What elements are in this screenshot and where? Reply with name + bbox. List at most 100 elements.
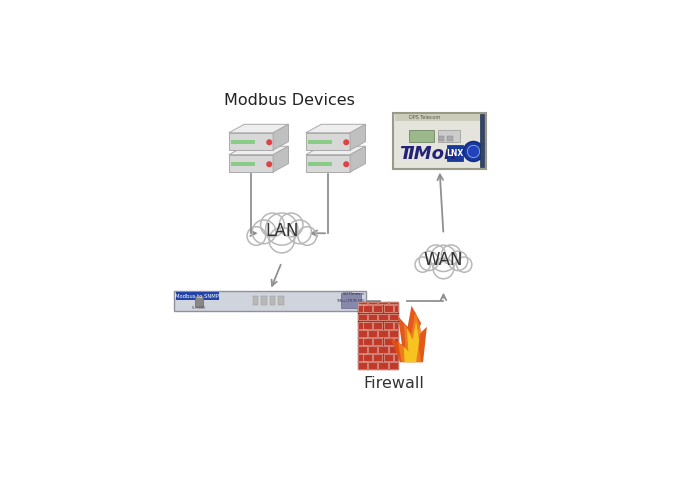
Bar — [394, 322, 398, 328]
Circle shape — [298, 226, 316, 246]
Bar — [379, 302, 388, 304]
Bar — [389, 302, 398, 304]
Text: Modbus Devices: Modbus Devices — [224, 93, 355, 108]
Circle shape — [433, 258, 454, 279]
Bar — [393, 113, 486, 169]
Bar — [363, 338, 372, 344]
Polygon shape — [306, 146, 365, 154]
Bar — [373, 322, 382, 328]
Text: WAN: WAN — [424, 251, 463, 269]
Circle shape — [426, 245, 445, 264]
Bar — [389, 330, 398, 336]
Bar — [394, 338, 398, 344]
Bar — [447, 136, 453, 141]
Bar — [438, 130, 460, 142]
Circle shape — [415, 257, 430, 272]
Bar — [363, 306, 372, 312]
Text: IMon: IMon — [408, 144, 458, 162]
Polygon shape — [273, 124, 288, 150]
Bar — [195, 296, 203, 306]
Text: LAN: LAN — [265, 222, 298, 240]
Text: DPS Telecom: DPS Telecom — [409, 114, 440, 119]
Bar — [174, 290, 367, 310]
Circle shape — [430, 245, 456, 272]
Bar — [368, 302, 377, 304]
Bar — [389, 314, 398, 320]
Circle shape — [266, 213, 298, 245]
Text: Modbus to SNMP: Modbus to SNMP — [176, 294, 219, 298]
Circle shape — [252, 220, 276, 244]
Bar — [373, 354, 382, 361]
Bar — [176, 292, 218, 300]
Bar — [229, 133, 273, 150]
Bar — [358, 338, 367, 344]
Bar — [394, 354, 398, 361]
Polygon shape — [398, 312, 421, 362]
Circle shape — [269, 228, 295, 253]
Bar — [368, 330, 377, 336]
Circle shape — [442, 245, 461, 264]
Bar — [395, 114, 484, 120]
Bar — [373, 338, 382, 344]
Circle shape — [463, 142, 484, 162]
Bar — [363, 322, 372, 328]
Bar — [261, 296, 267, 305]
Bar — [384, 322, 393, 328]
Bar — [368, 362, 377, 369]
Bar — [279, 296, 284, 305]
Text: T: T — [399, 144, 412, 162]
Bar — [363, 354, 372, 361]
Bar — [384, 306, 393, 312]
Bar — [379, 314, 388, 320]
Bar — [342, 293, 360, 308]
Bar — [389, 362, 398, 369]
Circle shape — [267, 140, 272, 144]
Circle shape — [288, 220, 312, 244]
Text: SCITImos.n: SCITImos.n — [342, 292, 365, 296]
Polygon shape — [391, 306, 427, 362]
Circle shape — [247, 226, 266, 246]
Bar — [231, 162, 255, 166]
Text: TMus LTRIM-500: TMus LTRIM-500 — [336, 298, 365, 302]
Bar — [368, 314, 377, 320]
Bar — [231, 140, 255, 144]
Bar — [373, 306, 382, 312]
Bar — [358, 362, 367, 369]
Circle shape — [279, 213, 303, 237]
Bar — [480, 114, 484, 167]
Circle shape — [419, 251, 439, 270]
Bar — [270, 296, 275, 305]
Polygon shape — [229, 124, 288, 133]
Polygon shape — [404, 321, 419, 362]
Bar — [358, 346, 367, 353]
Bar — [379, 330, 388, 336]
Bar — [384, 338, 393, 344]
Bar — [229, 154, 273, 172]
Bar — [389, 346, 398, 353]
Circle shape — [267, 162, 272, 166]
Bar — [358, 354, 367, 361]
Circle shape — [344, 140, 349, 144]
Polygon shape — [273, 146, 288, 172]
Bar — [384, 354, 393, 361]
Bar — [439, 136, 444, 141]
Bar — [253, 296, 258, 305]
Polygon shape — [350, 146, 365, 172]
Bar — [447, 146, 463, 161]
Bar — [379, 346, 388, 353]
Bar — [306, 133, 350, 150]
Text: LNX: LNX — [446, 148, 463, 158]
Bar — [306, 154, 350, 172]
Circle shape — [344, 162, 349, 166]
Circle shape — [448, 251, 468, 270]
Bar — [358, 306, 367, 312]
Bar — [358, 330, 367, 336]
Polygon shape — [306, 124, 365, 133]
Polygon shape — [350, 124, 365, 150]
Bar — [368, 346, 377, 353]
Text: Firewall: Firewall — [363, 376, 424, 391]
Text: PL-5000: PL-5000 — [192, 306, 206, 310]
Bar — [308, 140, 332, 144]
Bar — [409, 130, 434, 142]
Bar — [308, 162, 332, 166]
